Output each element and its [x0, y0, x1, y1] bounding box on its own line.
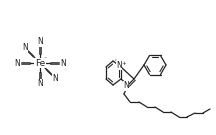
Text: N: N — [60, 58, 66, 68]
Text: N: N — [116, 60, 122, 70]
Text: N: N — [37, 38, 43, 46]
Text: N: N — [52, 74, 58, 82]
Text: N: N — [37, 80, 43, 89]
Text: Fe: Fe — [35, 58, 45, 68]
Text: N: N — [14, 58, 20, 68]
Text: N: N — [22, 43, 28, 53]
Text: N: N — [123, 82, 129, 90]
Text: ⁻: ⁻ — [44, 57, 47, 62]
Text: +: + — [121, 61, 126, 66]
